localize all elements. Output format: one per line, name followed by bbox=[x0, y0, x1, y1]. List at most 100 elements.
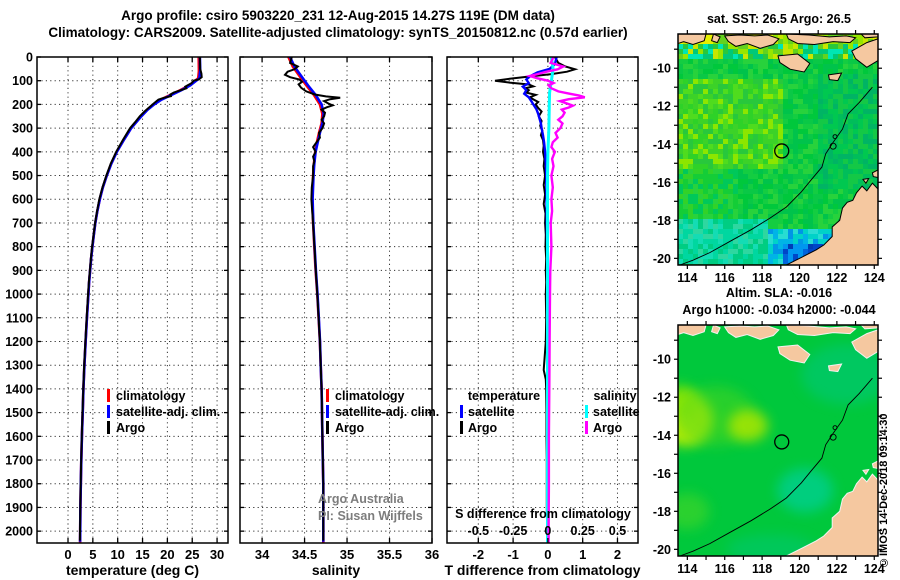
map-x-tick-label: 120 bbox=[789, 271, 810, 285]
depth-tick-label: 300 bbox=[12, 122, 33, 136]
bathymetry-contour bbox=[679, 86, 873, 265]
depth-tick-label: 1800 bbox=[5, 477, 33, 491]
map-x-tick-label: 118 bbox=[752, 562, 772, 576]
legend-marker bbox=[326, 389, 329, 402]
land-polygon bbox=[827, 363, 843, 373]
x-tick-label: 2 bbox=[614, 547, 621, 562]
legend-marker bbox=[585, 405, 588, 418]
difference-profile-line-s-satellite bbox=[546, 57, 555, 543]
land-polygon bbox=[827, 72, 843, 82]
map-y-tick-label: -16 bbox=[653, 176, 671, 190]
difference-profile-line-t-argo bbox=[494, 57, 579, 541]
land-polygon bbox=[851, 329, 878, 359]
land-polygon bbox=[851, 38, 878, 68]
sst-map: 114 116 118 120 122 124 -10 -12 -14 -16 -18 -20 bbox=[653, 30, 885, 285]
difference-profile-series bbox=[494, 57, 586, 543]
map-y-tick-label: -12 bbox=[653, 391, 671, 405]
legend-label: satellite-adj. clim. bbox=[335, 405, 439, 419]
map-y-tick-label: -20 bbox=[653, 252, 671, 266]
legend-marker bbox=[107, 405, 110, 418]
legend-label: satellite bbox=[468, 405, 515, 419]
land-polygon bbox=[710, 34, 721, 44]
map-x-tick-label: 116 bbox=[715, 271, 735, 285]
x-tick-label: 15 bbox=[135, 547, 149, 562]
x-tick-label: 35 bbox=[340, 547, 354, 562]
map-y-tick-label: -16 bbox=[653, 467, 671, 481]
map-x-tick-label: 118 bbox=[752, 271, 772, 285]
salinity-profile-line-argo bbox=[283, 57, 341, 541]
depth-tick-label: 1200 bbox=[5, 335, 33, 349]
x-tick-label: 1 bbox=[579, 547, 586, 562]
temperature-profile-line-argo bbox=[78, 57, 203, 541]
depth-tick-label: 800 bbox=[12, 240, 33, 254]
legend-label: climatology bbox=[116, 389, 186, 403]
depth-tick-label: 900 bbox=[12, 264, 33, 278]
sla-map: 114 116 118 120 122 124 -10 -12 -14 -16 -18 -20 bbox=[653, 321, 885, 576]
x-tick-label: 5 bbox=[89, 547, 96, 562]
imos-watermark: ©IMOS 14-Dec-2018 09:14:30 bbox=[878, 413, 890, 568]
x-tick-label: 36 bbox=[425, 547, 439, 562]
legend-marker bbox=[326, 421, 329, 434]
land-polygon bbox=[786, 182, 878, 265]
salinity-profile-plot: 34 34.5 35 35.5 36 salinity climatology satelli… bbox=[239, 56, 439, 578]
legend-label: Argo bbox=[468, 421, 498, 435]
map-x-tick-label: 114 bbox=[677, 562, 697, 576]
map-x-tick-label: 122 bbox=[826, 271, 847, 285]
map-x-tick-label: 124 bbox=[864, 271, 885, 285]
land-polygon bbox=[786, 473, 878, 556]
land-polygon bbox=[862, 468, 870, 476]
x-tick-label: 34 bbox=[255, 547, 270, 562]
x-tick-label: 25 bbox=[185, 547, 199, 562]
s-difference-tick-label: -0.25 bbox=[499, 524, 528, 538]
legend-header: salinity bbox=[593, 389, 636, 403]
temperature-profile-line-climatology bbox=[78, 57, 201, 543]
x-tick-label: 0 bbox=[544, 547, 551, 562]
map-y-tick-label: -18 bbox=[653, 505, 671, 519]
map-y-tick-label: -20 bbox=[653, 543, 671, 557]
x-tick-label: 20 bbox=[160, 547, 174, 562]
map-x-tick-label: 116 bbox=[715, 562, 735, 576]
legend-label: satellite bbox=[593, 405, 640, 419]
depth-tick-label: 500 bbox=[12, 169, 33, 183]
legend-label: Argo bbox=[116, 421, 146, 435]
temperature-profile-line-satellite-adj-clim- bbox=[78, 57, 202, 542]
land-polygon bbox=[860, 325, 878, 330]
x-tick-label: 30 bbox=[210, 547, 224, 562]
legend-label: Argo bbox=[593, 421, 623, 435]
temperature-profile-series bbox=[78, 57, 203, 543]
map-y-tick-label: -10 bbox=[653, 62, 671, 76]
legend-label: satellite-adj. clim. bbox=[116, 405, 220, 419]
difference-profile-line-s-argo bbox=[525, 57, 586, 543]
sla-map-title-line2: Argo h1000: -0.034 h2000: -0.044 bbox=[682, 303, 876, 317]
legend-marker bbox=[326, 405, 329, 418]
map-y-tick-label: -14 bbox=[653, 429, 671, 443]
land-polygon bbox=[710, 325, 721, 335]
land-polygon bbox=[871, 460, 878, 470]
pi-annotation: Argo Australia bbox=[318, 492, 405, 506]
map-x-tick-label: 120 bbox=[789, 562, 810, 576]
land-polygon bbox=[777, 53, 811, 73]
sst-map-title: sat. SST: 26.5 Argo: 26.5 bbox=[706, 12, 852, 26]
salinity-profile-xlabel: salinity bbox=[312, 562, 360, 578]
legend-marker bbox=[460, 405, 463, 418]
depth-tick-label: 1300 bbox=[5, 359, 33, 373]
map-x-tick-label: 114 bbox=[677, 271, 697, 285]
depth-tick-label: 1100 bbox=[6, 311, 33, 325]
legend-marker bbox=[585, 421, 588, 434]
map-y-tick-label: -10 bbox=[653, 353, 671, 367]
land-polygon bbox=[785, 325, 857, 337]
difference-profile-plot: -2 -1 0 1 2T difference from climatology temp… bbox=[444, 56, 641, 578]
legend-label: climatology bbox=[335, 389, 405, 403]
land-polygon bbox=[723, 325, 780, 340]
s-difference-axis-label: S difference from climatology bbox=[455, 507, 631, 521]
argo-position-marker bbox=[774, 143, 790, 159]
figure-title: Argo profile: csiro 5903220_231 12-Aug-2… bbox=[121, 8, 555, 23]
figure-subtitle: Climatology: CARS2009. Satellite-adjuste… bbox=[48, 25, 628, 40]
land-polygon bbox=[678, 325, 707, 337]
s-difference-tick-label: 0.5 bbox=[609, 524, 626, 538]
land-polygon bbox=[860, 34, 878, 39]
map-y-tick-label: -18 bbox=[653, 214, 671, 228]
depth-tick-label: 700 bbox=[12, 216, 33, 230]
